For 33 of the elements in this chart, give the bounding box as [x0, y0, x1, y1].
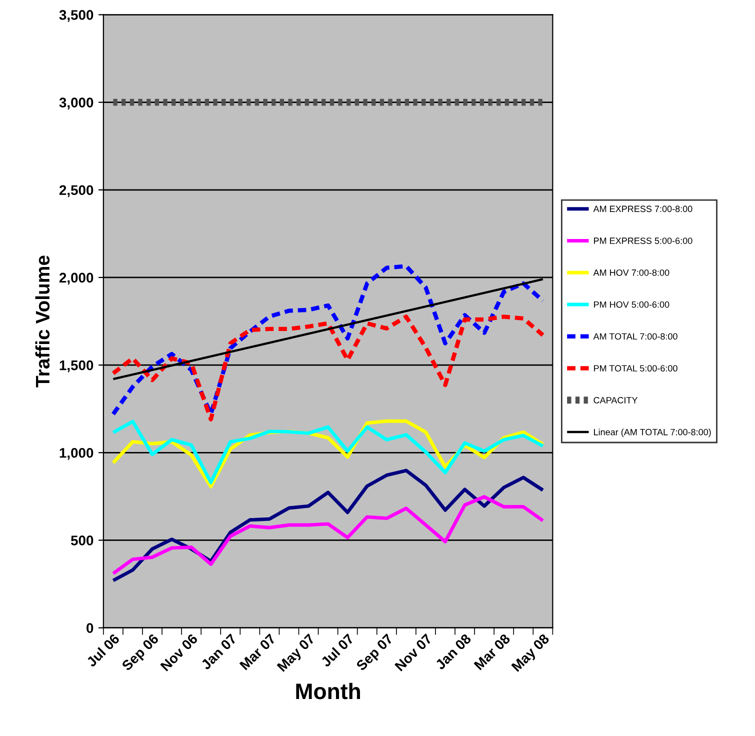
- x-tick-label: Jul 07: [320, 633, 354, 668]
- y-tick-label: 2,500: [59, 185, 94, 198]
- x-tick-label: Nov 06: [160, 633, 198, 672]
- legend-label: AM EXPRESS 7:00-8:00: [593, 206, 692, 212]
- legend-label: AM HOV 7:00-8:00: [593, 269, 670, 276]
- legend-label: PM EXPRESS 5:00-6:00: [594, 238, 692, 244]
- line-series: [111, 468, 545, 582]
- y-axis-title: Traffic Volume: [35, 256, 50, 388]
- x-tick-label: May 08: [511, 633, 552, 674]
- legend-label: Linear (AM TOTAL 7:00-8:00): [594, 428, 711, 438]
- line-series: [111, 495, 545, 576]
- line-series: [111, 314, 545, 422]
- legend-label: AM TOTAL 7:00-8:00: [593, 333, 678, 340]
- x-tick-label: Jan 07: [200, 633, 238, 670]
- y-tick-label: 3,500: [59, 10, 94, 22]
- y-tick-label: 0: [86, 623, 94, 633]
- x-tick-label: Sep 06: [121, 633, 162, 674]
- x-axis-title: Month: [296, 682, 360, 700]
- x-tick-label: Mar 08: [474, 633, 511, 670]
- y-tick-label: 3,000: [59, 98, 94, 110]
- x-tick-label: Sep 07: [356, 633, 396, 674]
- y-tick-label: 1,000: [60, 448, 94, 460]
- line-series: [111, 264, 545, 416]
- y-tick-label: 2,000: [59, 272, 94, 285]
- x-tick-label: Mar 07: [239, 633, 276, 670]
- legend-label: PM HOV 5:00-6:00: [594, 301, 670, 308]
- y-tick-label: 1,500: [60, 360, 94, 372]
- x-tick-label: Nov 07: [394, 633, 432, 672]
- y-tick-label: 500: [70, 536, 94, 546]
- x-tick-label: Jan 08: [434, 633, 472, 670]
- legend-label: PM TOTAL 5:00-6:00: [594, 365, 678, 372]
- x-tick-label: Jul 06: [86, 633, 120, 668]
- legend-label: CAPACITY: [594, 397, 638, 404]
